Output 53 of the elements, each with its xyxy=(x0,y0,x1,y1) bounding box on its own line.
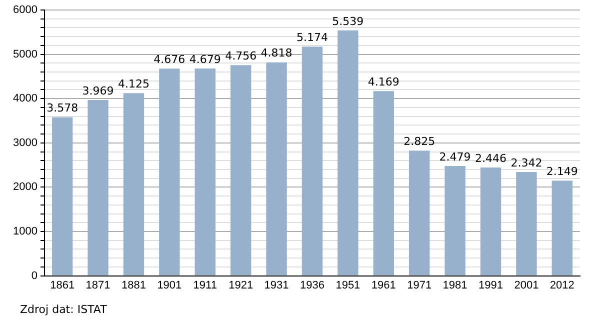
x-tick-label: 1931 xyxy=(264,279,289,292)
bar xyxy=(552,180,573,276)
bar xyxy=(266,62,287,276)
y-tick-label: 5000 xyxy=(12,48,38,60)
data-label: 3.578 xyxy=(46,102,78,115)
bar xyxy=(444,166,466,276)
data-label: 4.125 xyxy=(118,77,150,90)
data-label: 2.149 xyxy=(546,164,578,178)
y-tick-label: 1000 xyxy=(12,226,38,238)
y-tick-label: 3000 xyxy=(12,136,38,149)
x-tick-label: 2012 xyxy=(550,279,574,292)
bar xyxy=(123,93,144,276)
bar xyxy=(338,30,358,276)
bar xyxy=(516,172,537,276)
data-label: 4.679 xyxy=(189,52,221,66)
x-tick-label: 1951 xyxy=(336,279,360,292)
data-label: 5.174 xyxy=(296,30,328,44)
data-label: 4.676 xyxy=(154,53,186,66)
x-tick-label: 1961 xyxy=(371,279,396,292)
x-tick-label: 1871 xyxy=(86,279,110,292)
bar xyxy=(230,65,252,276)
bar xyxy=(52,117,73,276)
bar xyxy=(480,167,502,276)
x-tick-label: 1981 xyxy=(442,279,468,292)
bar xyxy=(194,68,216,276)
y-tick-label: 6000 xyxy=(12,4,38,16)
y-tick-label: 2000 xyxy=(12,181,38,194)
data-label: 2.825 xyxy=(404,135,436,148)
data-label: 4.169 xyxy=(368,75,400,88)
bar xyxy=(88,100,108,276)
text: Zdroj dat: ISTAT xyxy=(20,303,107,316)
bar xyxy=(408,150,430,276)
data-label: 3.969 xyxy=(82,84,114,98)
data-label: 4.818 xyxy=(260,46,292,60)
data-label: 2.342 xyxy=(510,156,542,170)
x-tick-label: 1911 xyxy=(193,279,217,292)
x-tick-label: 1991 xyxy=(478,279,503,292)
bar xyxy=(159,68,180,276)
bar xyxy=(302,46,323,276)
data-label: 5.539 xyxy=(332,14,364,28)
y-tick-label: 4000 xyxy=(12,92,38,105)
data-label: 2.479 xyxy=(439,150,471,164)
x-tick-label: 1936 xyxy=(300,279,324,292)
data-label: 2.446 xyxy=(474,152,506,165)
bar xyxy=(373,91,394,276)
x-tick-label: 1901 xyxy=(157,279,182,292)
x-tick-label: 1921 xyxy=(228,279,254,292)
x-tick-label: 1881 xyxy=(121,279,146,292)
y-tick-label: 0 xyxy=(31,270,38,282)
x-tick-label: 1971 xyxy=(407,279,432,292)
data-label: 4.756 xyxy=(225,49,257,62)
x-tick-label: 1861 xyxy=(50,279,75,292)
x-tick-label: 2001 xyxy=(514,279,539,292)
